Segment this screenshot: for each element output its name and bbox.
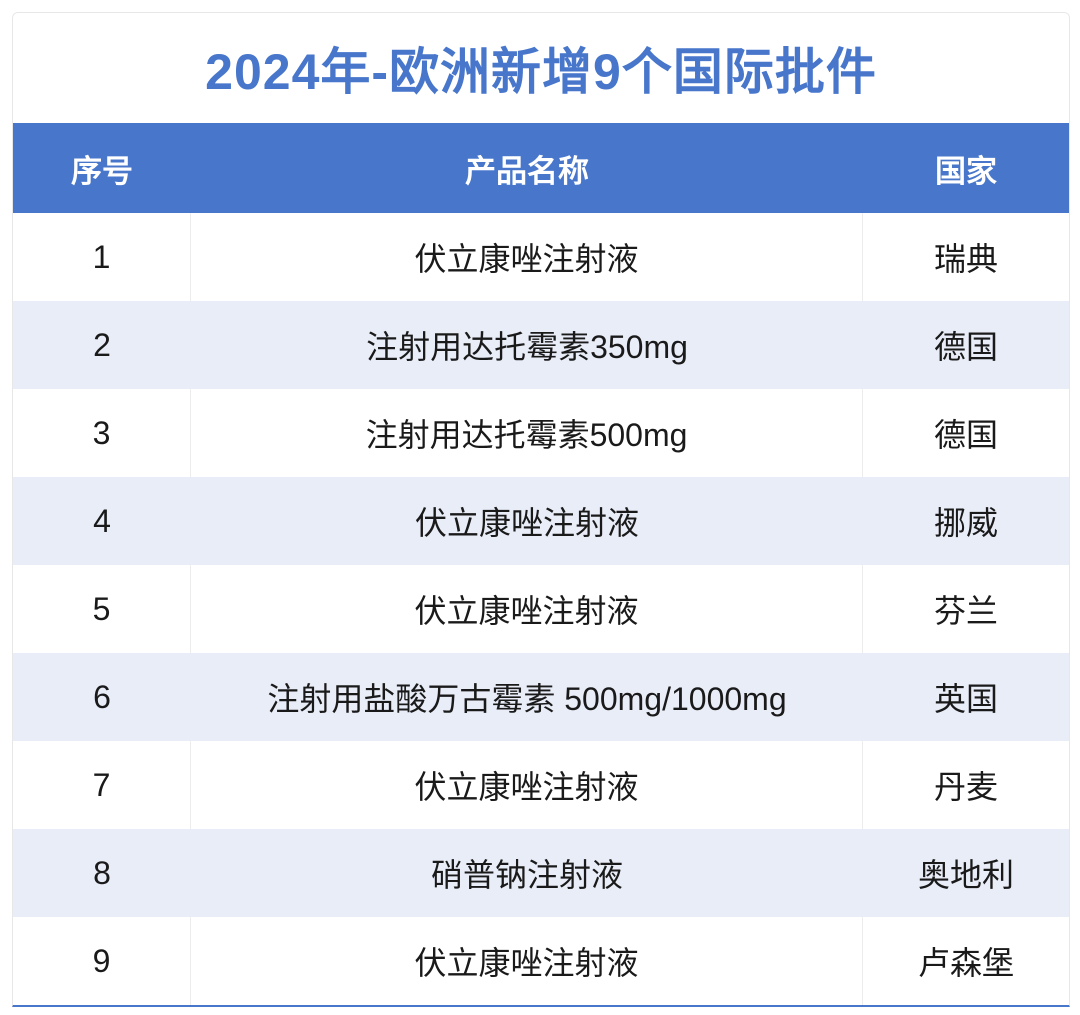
row-country: 奥地利 [917,857,1014,893]
row-serial-number: 8 [93,854,111,891]
row-serial-number: 9 [13,917,191,1005]
table-row: 4 伏立康唑注射液 挪威 [13,477,1069,565]
table-row: 2 注射用达托霉素350mg 德国 [13,301,1069,389]
row-product-name: 伏立康唑注射液 [191,741,863,829]
table-row: 6 注射用盐酸万古霉素 500mg/1000mg 英国 [13,653,1069,741]
row-country: 瑞典 [933,241,998,277]
row-serial-number: 3 [13,389,191,477]
row-serial-number: 4 [93,502,111,539]
row-country: 卢森堡 [917,945,1014,981]
table-row: 3 注射用达托霉素500mg 德国 [13,389,1069,477]
row-product-name: 硝普钠注射液 [430,857,623,893]
row-product-name: 注射用盐酸万古霉素 500mg/1000mg [267,681,787,717]
row-serial-number: 1 [13,213,191,301]
header-serial-number: 序号 [71,153,133,189]
approvals-table-card: 2024年-欧洲新增9个国际批件 序号 产品名称 国家 1 伏立康唑注射液 瑞典… [12,12,1070,1007]
table-row: 5 伏立康唑注射液 芬兰 [13,565,1069,653]
row-product-name: 伏立康唑注射液 [414,505,639,541]
row-product-name: 注射用达托霉素500mg [191,389,863,477]
table-row: 8 硝普钠注射液 奥地利 [13,829,1069,917]
row-product-name: 伏立康唑注射液 [191,565,863,653]
title-bar: 2024年-欧洲新增9个国际批件 [13,13,1069,123]
page-title: 2024年-欧洲新增9个国际批件 [205,44,877,100]
row-serial-number: 6 [93,678,111,715]
row-serial-number: 7 [13,741,191,829]
row-country: 丹麦 [933,769,998,805]
header-country: 国家 [935,153,997,189]
row-country: 挪威 [933,505,998,541]
table-header-row: 序号 产品名称 国家 [13,123,1069,213]
row-serial-number: 2 [93,326,111,363]
row-country: 德国 [933,417,998,453]
header-product-name: 产品名称 [465,153,589,189]
row-country: 德国 [933,329,998,365]
row-product-name: 伏立康唑注射液 [191,917,863,1005]
row-product-name: 伏立康唑注射液 [191,213,863,301]
row-product-name: 注射用达托霉素350mg [366,329,688,365]
table-row: 1 伏立康唑注射液 瑞典 [13,213,1069,301]
row-country: 英国 [933,681,998,717]
table-row: 9 伏立康唑注射液 卢森堡 [13,917,1069,1005]
row-serial-number: 5 [13,565,191,653]
table-row: 7 伏立康唑注射液 丹麦 [13,741,1069,829]
row-country: 芬兰 [933,593,998,629]
